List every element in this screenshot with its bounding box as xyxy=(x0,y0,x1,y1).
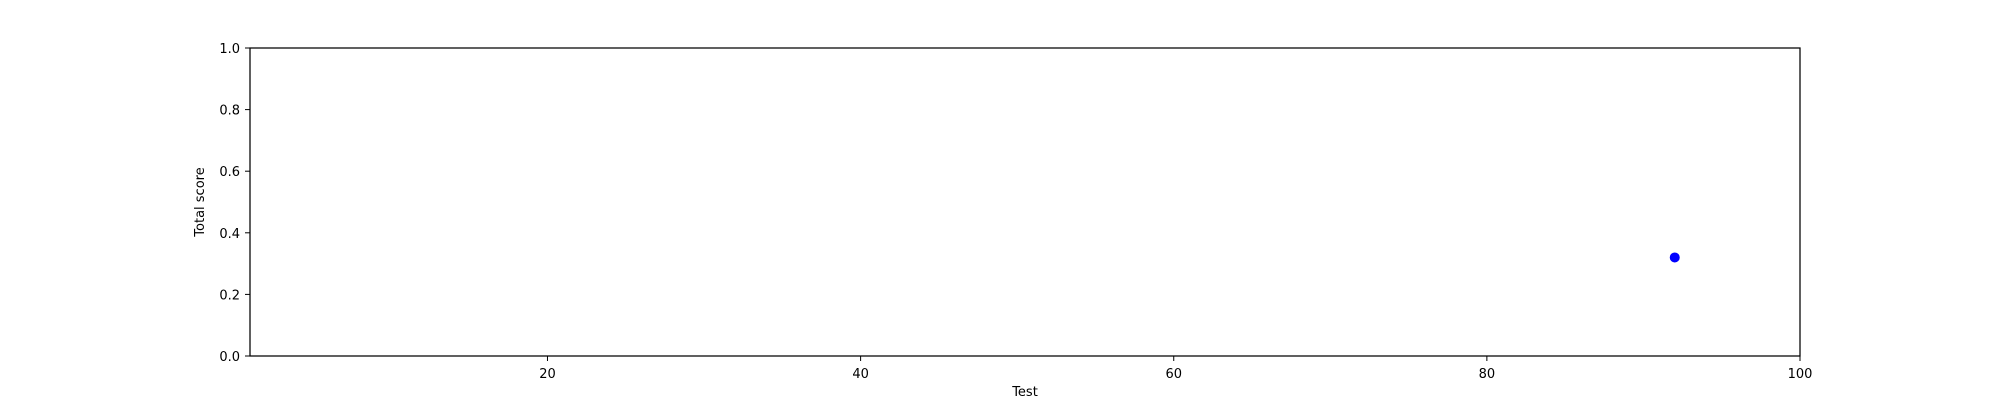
x-tick-label: 40 xyxy=(852,367,869,382)
x-tick-label: 80 xyxy=(1479,367,1496,382)
data-point xyxy=(1669,252,1680,263)
data-points xyxy=(1669,252,1680,263)
y-axis-label: Total score xyxy=(193,167,208,237)
plot-area-frame xyxy=(249,47,1801,357)
x-tick-label: 100 xyxy=(1788,367,1813,382)
y-tick-label: 0.0 xyxy=(219,350,240,365)
y-tick-label: 0.4 xyxy=(219,227,240,242)
x-tick-label: 60 xyxy=(1165,367,1182,382)
x-tick-label: 20 xyxy=(539,367,556,382)
x-axis-label: Test xyxy=(1011,385,1038,400)
y-tick-label: 0.8 xyxy=(219,104,240,119)
y-axis-ticks: 0.0 0.2 0.4 0.6 0.8 1.0 xyxy=(219,42,250,365)
y-tick-label: 0.2 xyxy=(219,288,240,303)
y-tick-label: 0.6 xyxy=(219,165,240,180)
y-tick-label: 1.0 xyxy=(219,42,240,57)
x-axis-ticks: 20 40 60 80 100 xyxy=(539,356,1812,382)
